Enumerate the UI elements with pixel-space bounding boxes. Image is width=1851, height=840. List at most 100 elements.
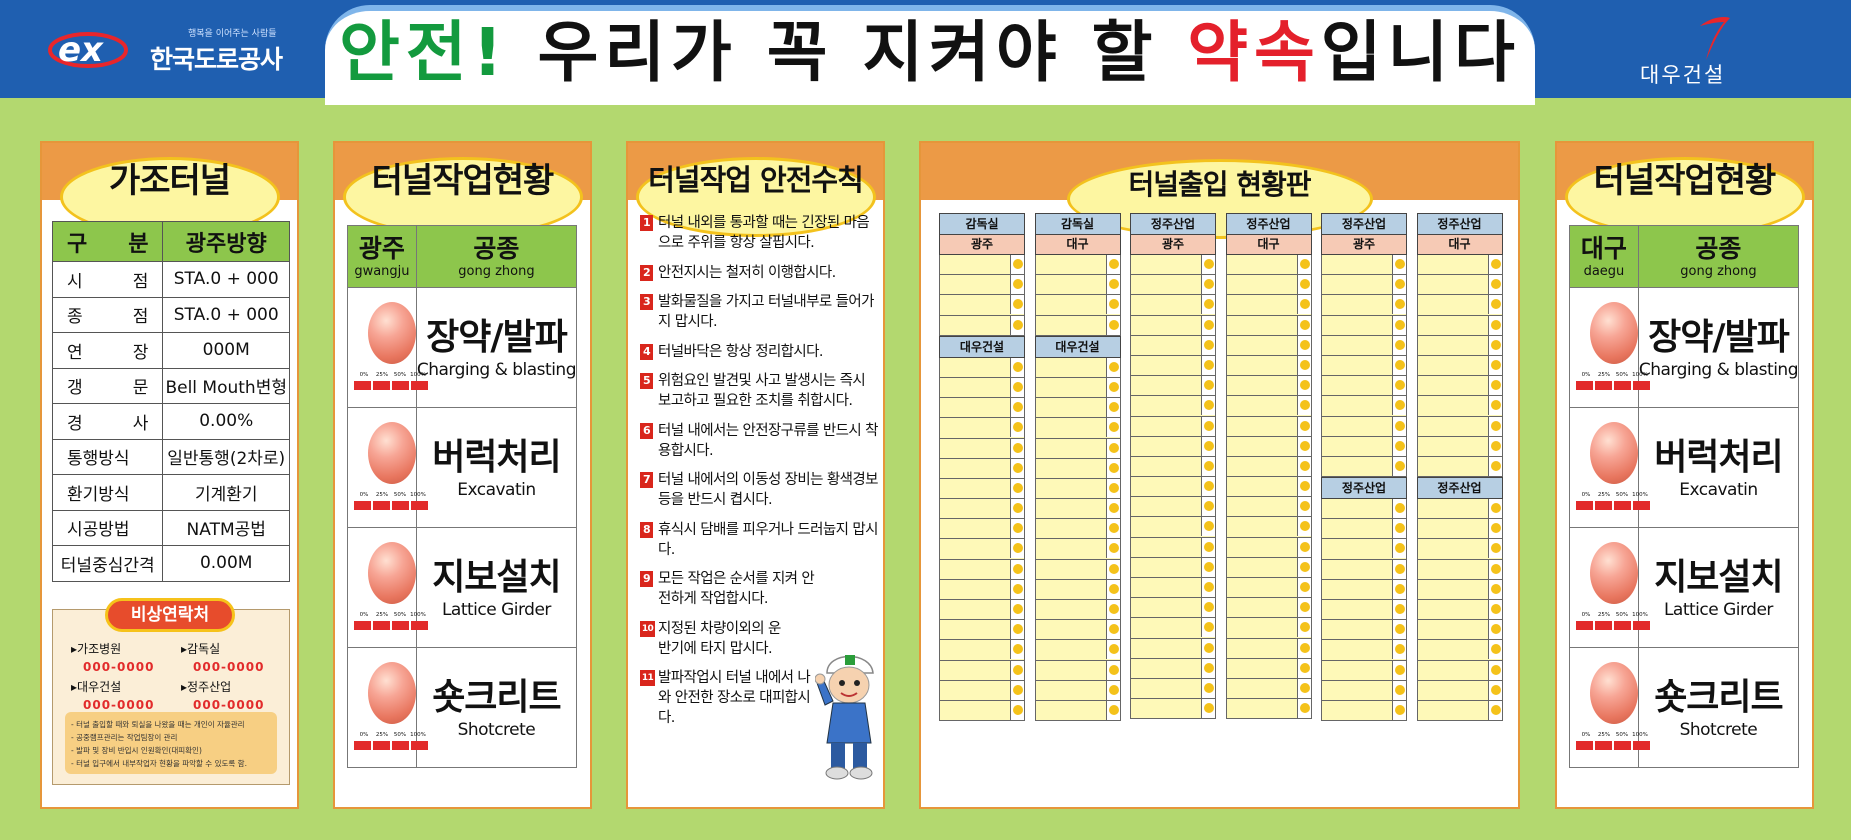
name-tag-slot[interactable]	[1321, 519, 1407, 540]
name-tag-slot[interactable]	[1416, 539, 1503, 560]
name-tag-slot[interactable]	[1321, 680, 1407, 701]
name-tag-slot[interactable]	[939, 398, 1025, 419]
name-tag-slot[interactable]	[939, 418, 1025, 439]
name-tag-slot[interactable]	[939, 478, 1025, 500]
name-tag-slot[interactable]	[1321, 620, 1407, 641]
name-tag-slot[interactable]	[1034, 680, 1121, 701]
name-tag-slot[interactable]	[1130, 557, 1216, 578]
name-tag-slot[interactable]	[939, 680, 1025, 701]
name-tag-slot[interactable]	[1416, 700, 1503, 722]
name-tag-slot[interactable]	[1034, 255, 1121, 276]
name-tag-slot[interactable]	[1225, 618, 1312, 639]
name-tag-slot[interactable]	[1034, 579, 1121, 600]
name-tag-slot[interactable]	[1034, 700, 1121, 722]
name-tag-slot[interactable]	[1416, 275, 1503, 296]
name-tag-slot[interactable]	[939, 620, 1025, 641]
name-tag-slot[interactable]	[1416, 559, 1503, 580]
name-tag-slot[interactable]	[1321, 335, 1407, 356]
name-tag-slot[interactable]	[1225, 578, 1312, 599]
name-tag-slot[interactable]	[1321, 315, 1407, 336]
name-tag-slot[interactable]	[939, 295, 1025, 316]
name-tag-slot[interactable]	[1321, 456, 1407, 478]
name-tag-slot[interactable]	[1225, 315, 1312, 336]
name-tag-slot[interactable]	[1034, 458, 1121, 479]
name-tag-slot[interactable]	[1416, 416, 1503, 437]
name-tag-slot[interactable]	[1034, 275, 1121, 296]
name-tag-slot[interactable]	[1416, 436, 1503, 457]
name-tag-slot[interactable]	[1130, 416, 1216, 437]
name-tag-slot[interactable]	[1130, 537, 1216, 558]
name-tag-slot[interactable]	[1225, 638, 1312, 659]
name-tag-slot[interactable]	[1130, 255, 1216, 276]
name-tag-slot[interactable]	[1225, 295, 1312, 316]
name-tag-slot[interactable]	[939, 519, 1025, 540]
name-tag-slot[interactable]	[1416, 376, 1503, 397]
name-tag-slot[interactable]	[1130, 678, 1216, 700]
name-tag-slot[interactable]	[1225, 275, 1312, 296]
name-tag-slot[interactable]	[1225, 436, 1312, 457]
name-tag-slot[interactable]	[939, 357, 1025, 378]
name-tag-slot[interactable]	[1321, 275, 1407, 296]
name-tag-slot[interactable]	[1321, 355, 1407, 377]
name-tag-slot[interactable]	[1130, 638, 1216, 659]
name-tag-slot[interactable]	[1225, 678, 1312, 700]
name-tag-slot[interactable]	[939, 700, 1025, 722]
name-tag-slot[interactable]	[939, 255, 1025, 276]
name-tag-slot[interactable]	[1416, 620, 1503, 641]
name-tag-slot[interactable]	[1416, 660, 1503, 681]
name-tag-slot[interactable]	[939, 499, 1025, 520]
name-tag-slot[interactable]	[1225, 477, 1312, 498]
name-tag-slot[interactable]	[1034, 295, 1121, 316]
name-tag-slot[interactable]	[1321, 416, 1407, 437]
name-tag-slot[interactable]	[1225, 699, 1312, 720]
name-tag-slot[interactable]	[1416, 579, 1503, 600]
name-tag-slot[interactable]	[1130, 335, 1216, 356]
name-tag-slot[interactable]	[939, 640, 1025, 661]
name-tag-slot[interactable]	[1130, 497, 1216, 518]
name-tag-slot[interactable]	[1130, 436, 1216, 457]
name-tag-slot[interactable]	[1130, 598, 1216, 619]
name-tag-slot[interactable]	[1225, 537, 1312, 558]
name-tag-slot[interactable]	[939, 377, 1025, 399]
name-tag-slot[interactable]	[1034, 377, 1121, 399]
name-tag-slot[interactable]	[1225, 416, 1312, 437]
name-tag-slot[interactable]	[1034, 559, 1121, 580]
name-tag-slot[interactable]	[1225, 598, 1312, 619]
name-tag-slot[interactable]	[1130, 355, 1216, 377]
name-tag-slot[interactable]	[1321, 295, 1407, 316]
name-tag-slot[interactable]	[1130, 517, 1216, 538]
name-tag-slot[interactable]	[1034, 438, 1121, 459]
name-tag-slot[interactable]	[1034, 519, 1121, 540]
name-tag-slot[interactable]	[1034, 660, 1121, 681]
name-tag-slot[interactable]	[1321, 436, 1407, 457]
name-tag-slot[interactable]	[1225, 517, 1312, 538]
name-tag-slot[interactable]	[1321, 600, 1407, 621]
name-tag-slot[interactable]	[1416, 355, 1503, 377]
name-tag-slot[interactable]	[1416, 315, 1503, 336]
name-tag-slot[interactable]	[1321, 559, 1407, 580]
name-tag-slot[interactable]	[1034, 600, 1121, 621]
name-tag-slot[interactable]	[1321, 640, 1407, 661]
name-tag-slot[interactable]	[939, 458, 1025, 479]
name-tag-slot[interactable]	[1034, 640, 1121, 661]
name-tag-slot[interactable]	[1225, 255, 1312, 276]
name-tag-slot[interactable]	[1416, 640, 1503, 661]
name-tag-slot[interactable]	[1130, 295, 1216, 316]
name-tag-slot[interactable]	[1034, 398, 1121, 419]
name-tag-slot[interactable]	[1416, 499, 1503, 520]
name-tag-slot[interactable]	[1416, 680, 1503, 701]
name-tag-slot[interactable]	[1321, 700, 1407, 722]
name-tag-slot[interactable]	[1321, 660, 1407, 681]
name-tag-slot[interactable]	[939, 660, 1025, 681]
name-tag-slot[interactable]	[1416, 456, 1503, 478]
name-tag-slot[interactable]	[1321, 539, 1407, 560]
name-tag-slot[interactable]	[1225, 658, 1312, 679]
name-tag-slot[interactable]	[1321, 255, 1407, 276]
name-tag-slot[interactable]	[1225, 557, 1312, 578]
name-tag-slot[interactable]	[1321, 376, 1407, 397]
name-tag-slot[interactable]	[1416, 255, 1503, 276]
name-tag-slot[interactable]	[1225, 355, 1312, 377]
name-tag-slot[interactable]	[1130, 618, 1216, 639]
name-tag-slot[interactable]	[1034, 478, 1121, 500]
name-tag-slot[interactable]	[1130, 658, 1216, 679]
